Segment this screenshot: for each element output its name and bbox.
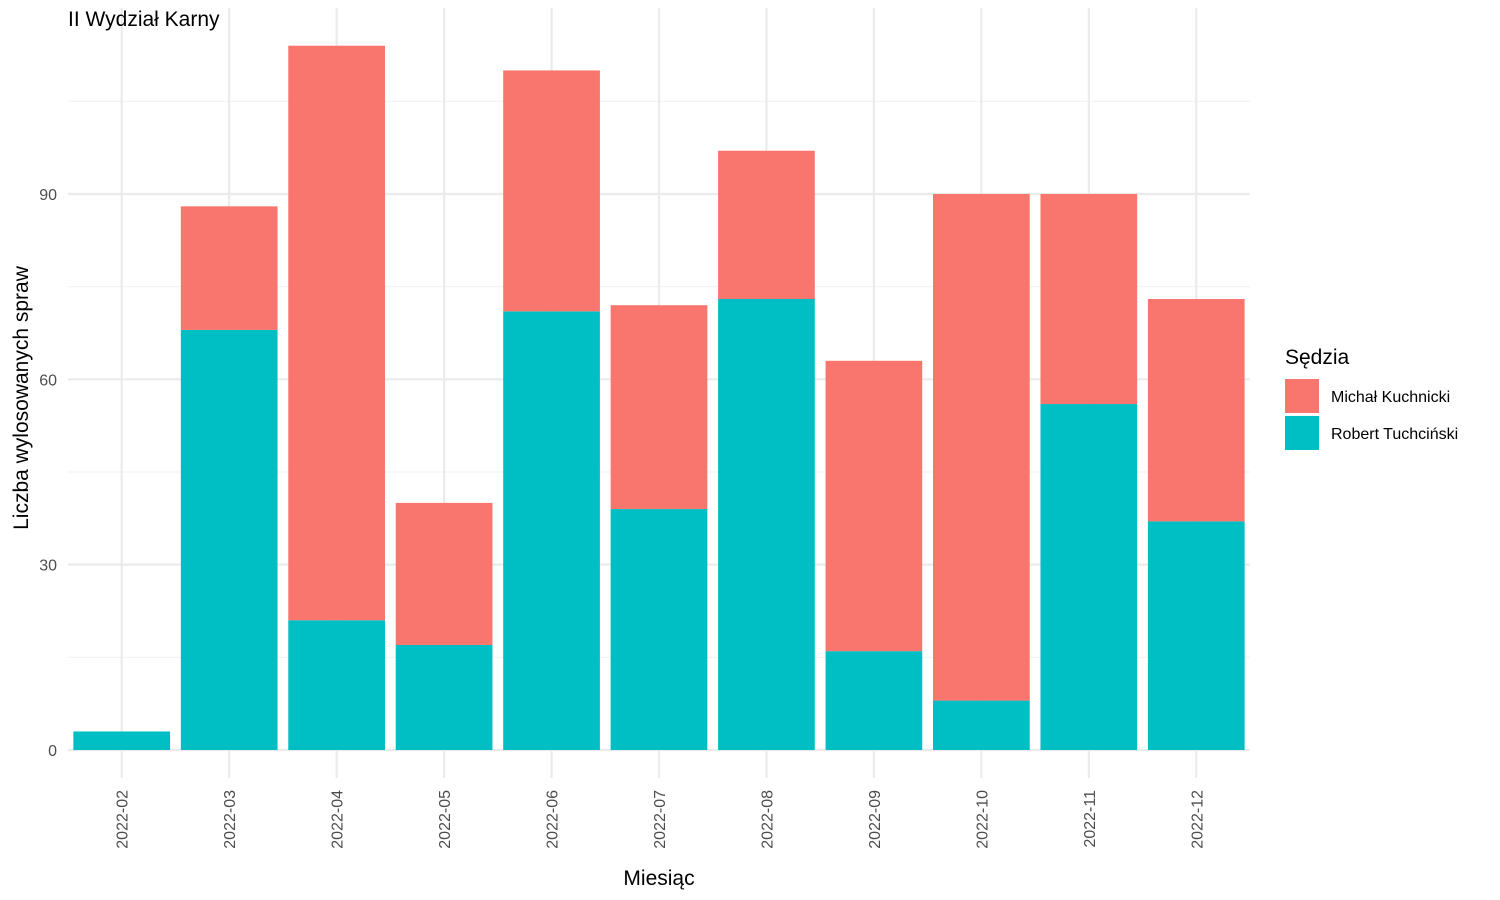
legend: Sędzia Michał Kuchnicki Robert Tuchciński xyxy=(1285,346,1458,450)
bar-segment xyxy=(503,70,600,312)
y-tick-label: 60 xyxy=(39,372,57,389)
x-tick-label: 2022-02 xyxy=(115,790,132,849)
bar-segment xyxy=(1147,521,1245,750)
bar-segment xyxy=(1040,193,1138,405)
legend-swatch xyxy=(1285,416,1319,450)
y-axis-ticks: 0 30 60 90 xyxy=(39,187,57,760)
x-tick-label: 2022-07 xyxy=(652,790,669,849)
y-tick-label: 0 xyxy=(48,743,57,760)
x-tick-label: 2022-03 xyxy=(222,790,239,849)
bar-segment xyxy=(718,150,815,300)
x-axis-ticks: 2022-02 2022-03 2022-04 2022-05 2022-06 2022-… xyxy=(115,790,1207,849)
y-axis-title: Liczba wylosowanych spraw xyxy=(10,265,33,530)
bar-segment xyxy=(180,329,278,750)
y-tick-label: 30 xyxy=(39,558,57,575)
y-tick-label: 90 xyxy=(39,187,57,204)
bar-segment xyxy=(180,206,278,330)
bar-segment xyxy=(288,620,385,750)
x-tick-label: 2022-10 xyxy=(974,790,991,849)
bar-segment xyxy=(1147,299,1245,522)
x-tick-label: 2022-05 xyxy=(437,790,454,849)
legend-label: Robert Tuchciński xyxy=(1331,426,1458,443)
x-tick-label: 2022-04 xyxy=(330,790,347,849)
bars xyxy=(73,45,1245,750)
x-tick-label: 2022-09 xyxy=(867,790,884,849)
bar-segment xyxy=(933,700,1030,750)
bar-segment xyxy=(610,509,708,750)
x-tick-label: 2022-11 xyxy=(1082,790,1099,848)
bar-segment xyxy=(1040,404,1138,750)
bar-segment xyxy=(288,45,385,621)
legend-title: Sędzia xyxy=(1285,346,1350,369)
bar-segment xyxy=(610,305,708,510)
x-tick-label: 2022-06 xyxy=(545,790,562,849)
legend-label: Michał Kuchnicki xyxy=(1331,389,1450,406)
bar-segment xyxy=(825,651,923,750)
x-tick-label: 2022-08 xyxy=(759,790,776,849)
bar-segment xyxy=(395,502,493,645)
x-tick-label: 2022-12 xyxy=(1189,790,1206,849)
legend-swatch xyxy=(1285,379,1319,413)
bar-segment xyxy=(503,311,600,750)
bar-segment xyxy=(825,360,923,652)
bar-segment xyxy=(395,644,493,750)
chart-title: II Wydział Karny xyxy=(68,8,220,31)
bar-segment xyxy=(718,299,815,750)
x-axis-title: Miesiąc xyxy=(623,867,694,890)
bar-segment xyxy=(73,731,171,750)
bar-segment xyxy=(933,193,1030,701)
